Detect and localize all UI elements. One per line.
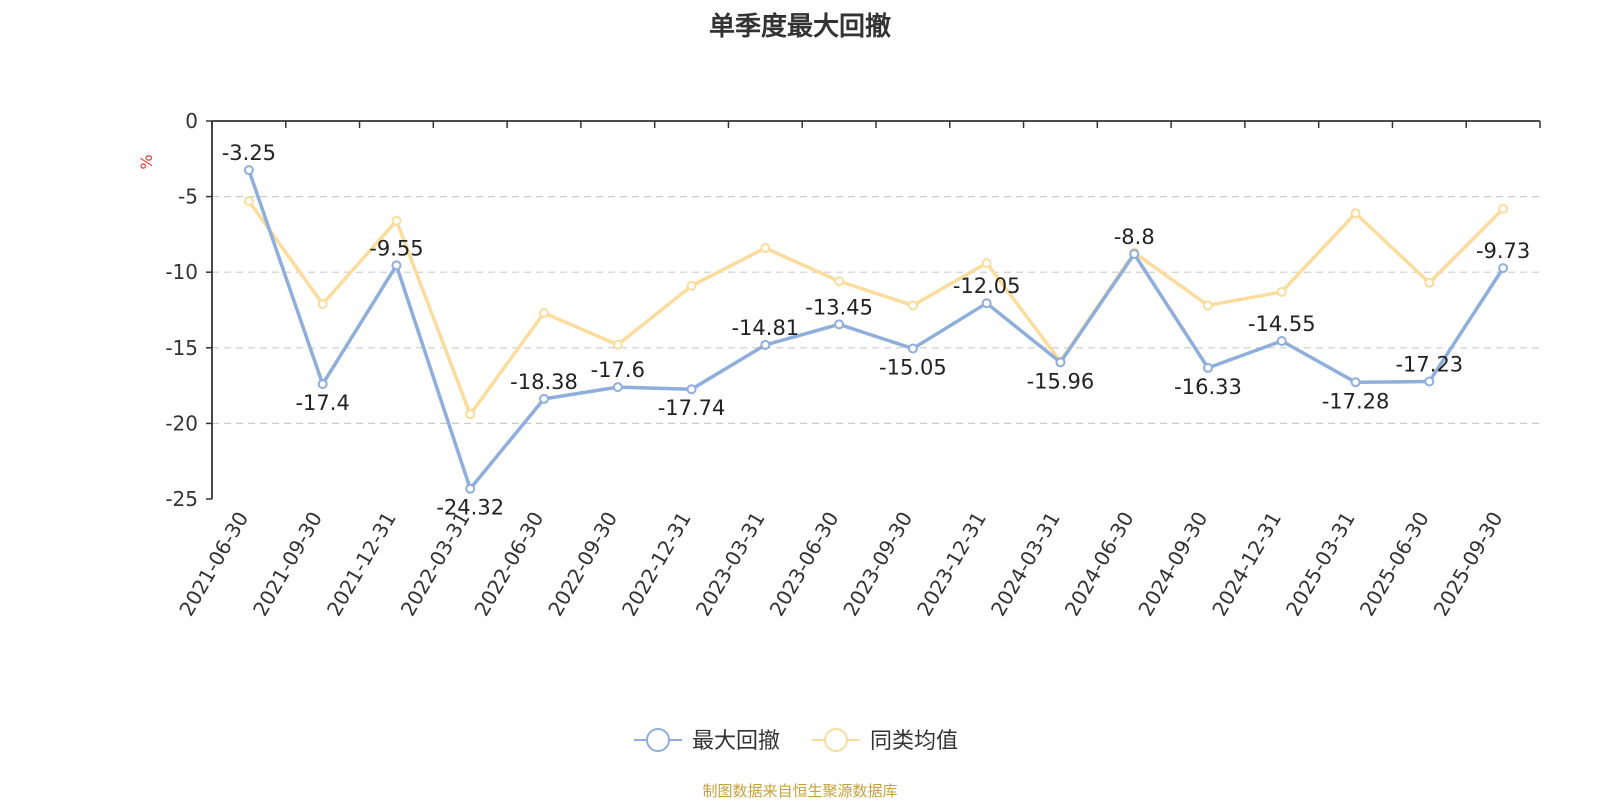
series-line [247,169,1505,491]
data-point [1276,286,1287,297]
data-point [1203,362,1213,373]
data-label: -18.38 [510,370,578,394]
legend-label: 最大回撤 [692,729,780,754]
data-label: -15.05 [879,356,947,380]
y-tick-label: -25 [165,487,198,511]
data-point [760,243,771,254]
y-tick-label: -20 [165,411,198,435]
x-tick-label: 2024-12-31 [1207,508,1286,621]
data-point [539,393,549,404]
legend-circle-icon [824,728,848,752]
data-label: -24.32 [436,496,504,520]
data-label: -13.45 [805,295,873,319]
data-point [1276,335,1287,346]
data-point [1424,376,1435,387]
legend-label: 同类均值 [870,729,958,754]
x-tick-label: 2023-06-30 [765,508,844,621]
grid-lines [212,196,1540,424]
data-point [1129,249,1140,260]
data-point [760,339,771,350]
data-label: -14.81 [731,316,799,340]
y-tick-label: -5 [178,185,198,209]
data-point [686,280,697,291]
x-tick-label: 2023-12-31 [912,508,991,621]
x-tick-label: 2025-09-30 [1429,508,1508,621]
data-label: -17.28 [1322,389,1390,413]
legend-circle-icon [646,728,670,752]
series-line [247,200,1505,417]
data-label: -12.05 [953,274,1021,298]
data-point [612,382,623,393]
x-tick-label: 2023-09-30 [838,508,917,621]
data-point [317,379,328,390]
data-label: -9.73 [1476,239,1530,263]
data-point [981,298,992,309]
x-tick-label: 2025-06-30 [1355,508,1434,621]
data-point [686,384,697,395]
data-point [834,276,845,287]
y-tick-label: -10 [165,260,198,284]
data-point [907,300,918,311]
x-tick-label: 2022-06-30 [469,508,548,621]
source-note: 制图数据来自恒生聚源数据库 [702,782,898,800]
x-tick-label: 2024-03-31 [986,508,1065,621]
data-point [391,215,402,226]
data-point [243,196,254,207]
data-label: -16.33 [1174,375,1242,399]
data-point [391,260,402,271]
data-point [1350,377,1361,388]
legend[interactable]: 最大回撤 同类均值 [634,728,958,754]
y-tick-label: -15 [165,336,198,360]
data-point [465,409,476,420]
legend-item[interactable]: 同类均值 [812,728,958,754]
x-tick-label: 2024-09-30 [1133,508,1212,621]
x-tick-label: 2024-06-30 [1060,508,1139,621]
legend-item[interactable]: 最大回撤 [634,728,780,754]
axes: 0 -5 -10 -15 -20 -25% 2021-06-302021-09-302021… [137,109,1541,621]
data-point [612,339,623,350]
data-point [907,343,918,354]
data-label: -8.8 [1114,225,1155,249]
data-label: -9.55 [369,236,423,260]
data-label: -17.23 [1395,353,1463,377]
y-tick-label: 0 [185,109,198,133]
data-label: -17.4 [295,391,349,415]
x-tick-label: 2021-12-31 [322,508,401,621]
data-point [1424,277,1435,288]
series-lines [243,165,1509,494]
x-tick-label: 2021-09-30 [248,508,327,621]
data-point [981,258,992,269]
x-tick-label: 2021-06-30 [174,508,253,621]
data-label: -3.25 [222,141,276,165]
data-point [465,483,476,494]
data-point [834,319,845,330]
data-point [317,298,328,309]
data-label: -17.6 [591,358,645,382]
chart-title: 单季度最大回撤 [708,12,891,42]
data-point [1203,300,1213,311]
data-point [243,165,254,176]
x-tick-label: 2022-03-31 [396,508,475,621]
data-label: -17.74 [658,396,726,420]
data-labels: -3.25 -17.4 -9.55 -24.32 -18.38 -17.6 -17.74 -1… [222,141,1531,520]
x-tick-label: 2022-12-31 [617,508,696,621]
data-point [539,308,549,319]
data-point [1498,203,1509,214]
data-point [1055,357,1066,368]
data-point [1498,263,1509,274]
data-label: -14.55 [1248,312,1316,336]
data-point [1350,208,1361,219]
data-label: -15.96 [1027,369,1095,393]
x-tick-label: 2023-03-31 [691,508,770,621]
x-tick-label: 2025-03-31 [1281,508,1360,621]
y-axis-unit-label: % [137,154,156,169]
x-tick-label: 2022-09-30 [543,508,622,621]
